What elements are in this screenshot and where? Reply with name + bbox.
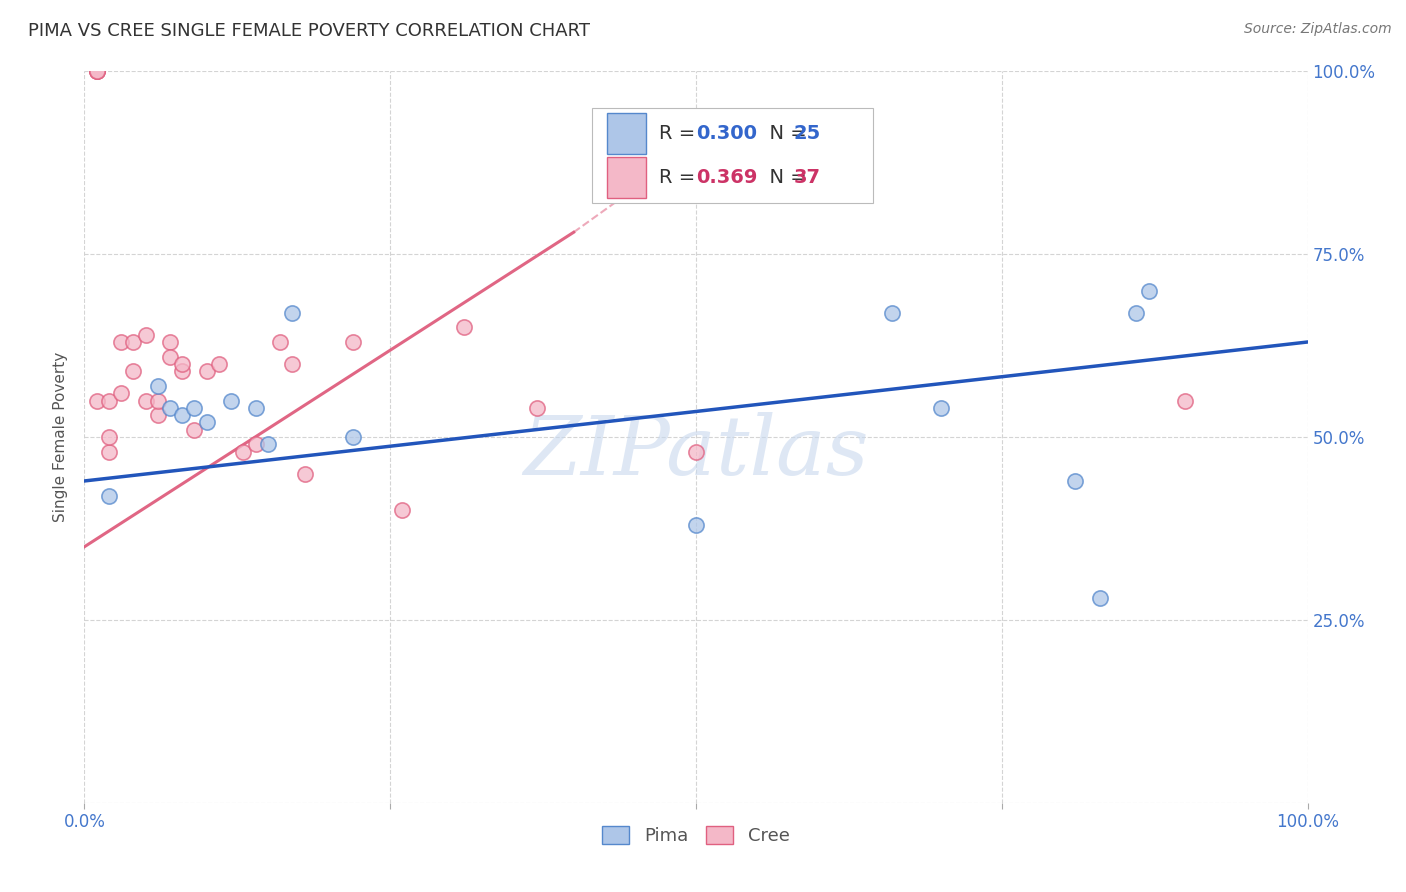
Point <box>172 364 194 378</box>
Point <box>122 334 145 349</box>
Point <box>880 306 903 320</box>
Point <box>135 327 157 342</box>
Point <box>195 364 218 378</box>
Text: R =: R = <box>659 124 702 143</box>
Point <box>232 444 254 458</box>
Text: 0.369: 0.369 <box>696 168 758 187</box>
Text: ZIPatlas: ZIPatlas <box>523 412 869 491</box>
FancyBboxPatch shape <box>592 108 873 203</box>
Point <box>1088 591 1111 605</box>
Point <box>1137 284 1160 298</box>
Point <box>281 306 304 320</box>
Point <box>86 64 108 78</box>
Point <box>257 437 280 451</box>
Point <box>269 334 291 349</box>
Point <box>342 334 364 349</box>
Point <box>685 517 707 532</box>
Point <box>208 357 231 371</box>
Point <box>1064 474 1087 488</box>
Point <box>122 364 145 378</box>
Point <box>86 64 108 78</box>
Point <box>97 444 120 458</box>
Point <box>97 393 120 408</box>
Text: 25: 25 <box>794 124 821 143</box>
Text: 37: 37 <box>794 168 821 187</box>
Point <box>110 386 132 401</box>
Text: PIMA VS CREE SINGLE FEMALE POVERTY CORRELATION CHART: PIMA VS CREE SINGLE FEMALE POVERTY CORRE… <box>28 22 591 40</box>
Y-axis label: Single Female Poverty: Single Female Poverty <box>53 352 69 522</box>
FancyBboxPatch shape <box>606 113 645 153</box>
Point <box>685 444 707 458</box>
Point <box>526 401 548 415</box>
Point <box>342 430 364 444</box>
Point <box>159 401 181 415</box>
Point <box>929 401 952 415</box>
Point <box>453 320 475 334</box>
Text: Source: ZipAtlas.com: Source: ZipAtlas.com <box>1244 22 1392 37</box>
Point <box>86 393 108 408</box>
Point <box>97 430 120 444</box>
Point <box>135 393 157 408</box>
Point <box>146 393 169 408</box>
Point <box>195 416 218 430</box>
Point <box>183 401 205 415</box>
Point <box>159 350 181 364</box>
Point <box>146 379 169 393</box>
Point <box>245 401 267 415</box>
FancyBboxPatch shape <box>606 157 645 197</box>
Point <box>219 393 242 408</box>
Point <box>391 503 413 517</box>
Point <box>183 423 205 437</box>
Point <box>146 408 169 422</box>
Point <box>294 467 316 481</box>
Point <box>86 64 108 78</box>
Point <box>172 357 194 371</box>
Point <box>159 334 181 349</box>
Point <box>110 334 132 349</box>
Point <box>86 64 108 78</box>
Point <box>172 408 194 422</box>
Point <box>97 489 120 503</box>
Text: R =: R = <box>659 168 702 187</box>
Legend: Pima, Cree: Pima, Cree <box>595 819 797 852</box>
Text: 0.300: 0.300 <box>696 124 756 143</box>
Point <box>245 437 267 451</box>
Text: N =: N = <box>758 168 813 187</box>
Point <box>281 357 304 371</box>
Point <box>1125 306 1147 320</box>
Text: N =: N = <box>758 124 813 143</box>
Point <box>1174 393 1197 408</box>
